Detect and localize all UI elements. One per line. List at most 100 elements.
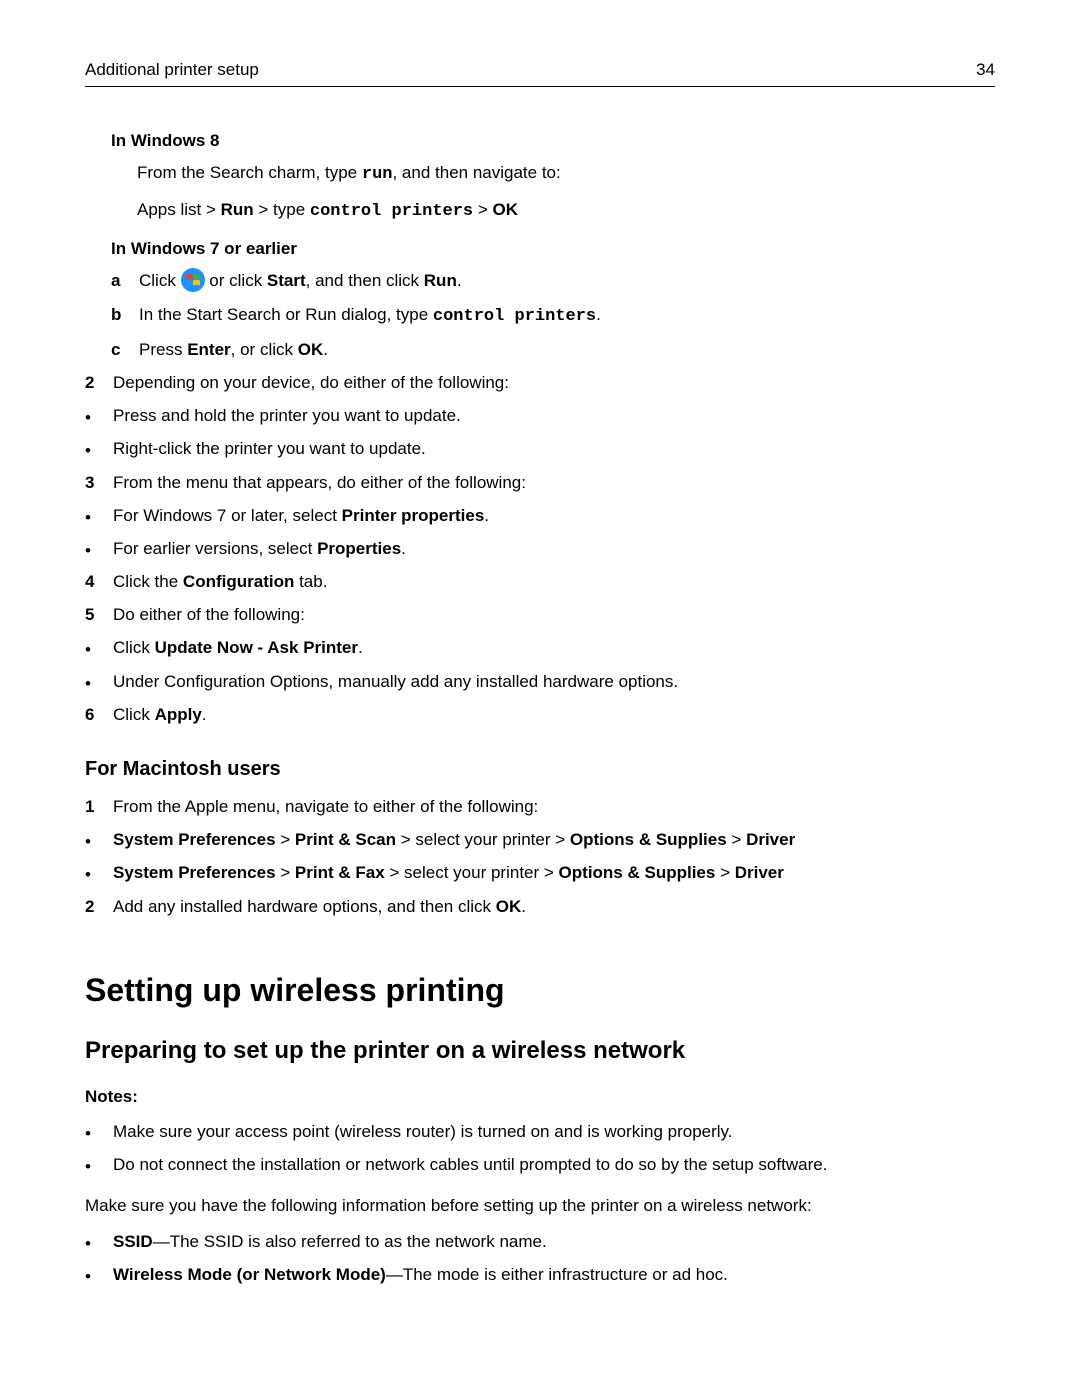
mac-s2-content: Add any installed hardware options, and … xyxy=(113,893,995,920)
text: > xyxy=(727,830,746,849)
text: . xyxy=(457,271,462,290)
text: . xyxy=(202,705,207,724)
win7-section: In Windows 7 or earlier a Click xyxy=(111,239,995,363)
bold: Print & Fax xyxy=(295,863,385,882)
info-2: • Wireless Mode (or Network Mode)—The mo… xyxy=(85,1261,995,1288)
mac-heading: For Macintosh users xyxy=(85,758,995,781)
step6: 6 Click Apply. xyxy=(85,701,995,728)
step2-b2: • Right-click the printer you want to up… xyxy=(85,435,995,462)
marker-a: a xyxy=(111,267,125,294)
win8-heading: In Windows 8 xyxy=(111,131,995,151)
mac-step2: 2 Add any installed hardware options, an… xyxy=(85,893,995,920)
text: Click xyxy=(113,705,155,724)
text: tab. xyxy=(294,572,327,591)
text: Apps list > xyxy=(137,200,221,219)
mac-b2: • System Preferences > Print & Fax > sel… xyxy=(85,859,995,886)
text: Press xyxy=(139,340,187,359)
note-2: • Do not connect the installation or net… xyxy=(85,1151,995,1178)
bold: Start xyxy=(267,271,306,290)
note-1: • Make sure your access point (wireless … xyxy=(85,1118,995,1145)
info-1: • SSID—The SSID is also referred to as t… xyxy=(85,1228,995,1255)
win7-step-a: a Click or click Start, and then cli xyxy=(111,267,995,294)
header-page-number: 34 xyxy=(976,60,995,80)
text: For earlier versions, select xyxy=(113,539,317,558)
text: Click Update Now ‑ Ask Printer. xyxy=(113,634,995,661)
text: or click xyxy=(209,271,267,290)
text: Click xyxy=(139,271,181,290)
windows-start-icon xyxy=(181,268,205,292)
bold: Enter xyxy=(187,340,230,359)
step4-content: Click the Configuration tab. xyxy=(113,568,995,595)
text: Make sure your access point (wireless ro… xyxy=(113,1118,995,1145)
bold: Driver xyxy=(735,863,784,882)
bold: OK xyxy=(493,200,519,219)
bullet-icon: • xyxy=(85,542,99,559)
step3-b2: • For earlier versions, select Propertie… xyxy=(85,535,995,562)
marker-6: 6 xyxy=(85,701,99,728)
text: > xyxy=(276,830,295,849)
win7-heading: In Windows 7 or earlier xyxy=(111,239,995,259)
text: Click xyxy=(113,638,155,657)
bold: Run xyxy=(221,200,254,219)
code: control printers xyxy=(433,307,596,326)
text: —The SSID is also referred to as the net… xyxy=(153,1232,547,1251)
text: For Windows 7 or later, select Printer p… xyxy=(113,502,995,529)
win8-section: In Windows 8 From the Search charm, type… xyxy=(111,131,995,225)
bullet-icon: • xyxy=(85,833,99,850)
bullet-icon: • xyxy=(85,675,99,692)
bullet-icon: • xyxy=(85,1125,99,1142)
bold: Properties xyxy=(317,539,401,558)
wireless-info-line: Make sure you have the following informa… xyxy=(85,1192,995,1219)
text: > select your printer > xyxy=(396,830,570,849)
bullet-icon: • xyxy=(85,1268,99,1285)
step3: 3 From the menu that appears, do either … xyxy=(85,469,995,496)
text: . xyxy=(596,305,601,324)
text: > select your printer > xyxy=(385,863,559,882)
bullet-icon: • xyxy=(85,409,99,426)
bullet-icon: • xyxy=(85,509,99,526)
wireless-title: Setting up wireless printing xyxy=(85,972,995,1009)
step3-b1: • For Windows 7 or later, select Printer… xyxy=(85,502,995,529)
bold: Printer properties xyxy=(342,506,485,525)
text: . xyxy=(484,506,489,525)
text: Do not connect the installation or netwo… xyxy=(113,1151,995,1178)
step5-text: Do either of the following: xyxy=(113,601,995,628)
bold: Run xyxy=(424,271,457,290)
code: run xyxy=(362,165,393,184)
bullet-icon: • xyxy=(85,1235,99,1252)
step2: 2 Depending on your device, do either of… xyxy=(85,369,995,396)
bullet-icon: • xyxy=(85,641,99,658)
marker-3: 3 xyxy=(85,469,99,496)
marker-4: 4 xyxy=(85,568,99,595)
bold: Options & Supplies xyxy=(570,830,727,849)
step2-b1: • Press and hold the printer you want to… xyxy=(85,402,995,429)
text: Add any installed hardware options, and … xyxy=(113,897,496,916)
step5-b2: • Under Configuration Options, manually … xyxy=(85,668,995,695)
text: SSID—The SSID is also referred to as the… xyxy=(113,1228,995,1255)
marker-5: 5 xyxy=(85,601,99,628)
bullet-icon: • xyxy=(85,1158,99,1175)
bold: Wireless Mode (or Network Mode) xyxy=(113,1265,386,1284)
text: > xyxy=(715,863,734,882)
text: Click the xyxy=(113,572,183,591)
bold: Ask Printer xyxy=(267,638,358,657)
text: Wireless Mode (or Network Mode)—The mode… xyxy=(113,1261,995,1288)
bold: Options & Supplies xyxy=(559,863,716,882)
text: . xyxy=(358,638,363,657)
text: System Preferences > Print & Fax > selec… xyxy=(113,859,995,886)
marker-2: 2 xyxy=(85,893,99,920)
bold: Driver xyxy=(746,830,795,849)
win7-b-content: In the Start Search or Run dialog, type … xyxy=(139,301,995,330)
step2-text: Depending on your device, do either of t… xyxy=(113,369,995,396)
mac-step1: 1 From the Apple menu, navigate to eithe… xyxy=(85,793,995,820)
text: , and then click xyxy=(306,271,424,290)
bullet-icon: • xyxy=(85,442,99,459)
text: . xyxy=(521,897,526,916)
step5-b1: • Click Update Now ‑ Ask Printer. xyxy=(85,634,995,661)
marker-b: b xyxy=(111,301,125,328)
marker-1: 1 xyxy=(85,793,99,820)
text: —The mode is either infrastructure or ad… xyxy=(386,1265,728,1284)
bold: Apply xyxy=(155,705,202,724)
text: > xyxy=(473,200,492,219)
mac-b1: • System Preferences > Print & Scan > se… xyxy=(85,826,995,853)
